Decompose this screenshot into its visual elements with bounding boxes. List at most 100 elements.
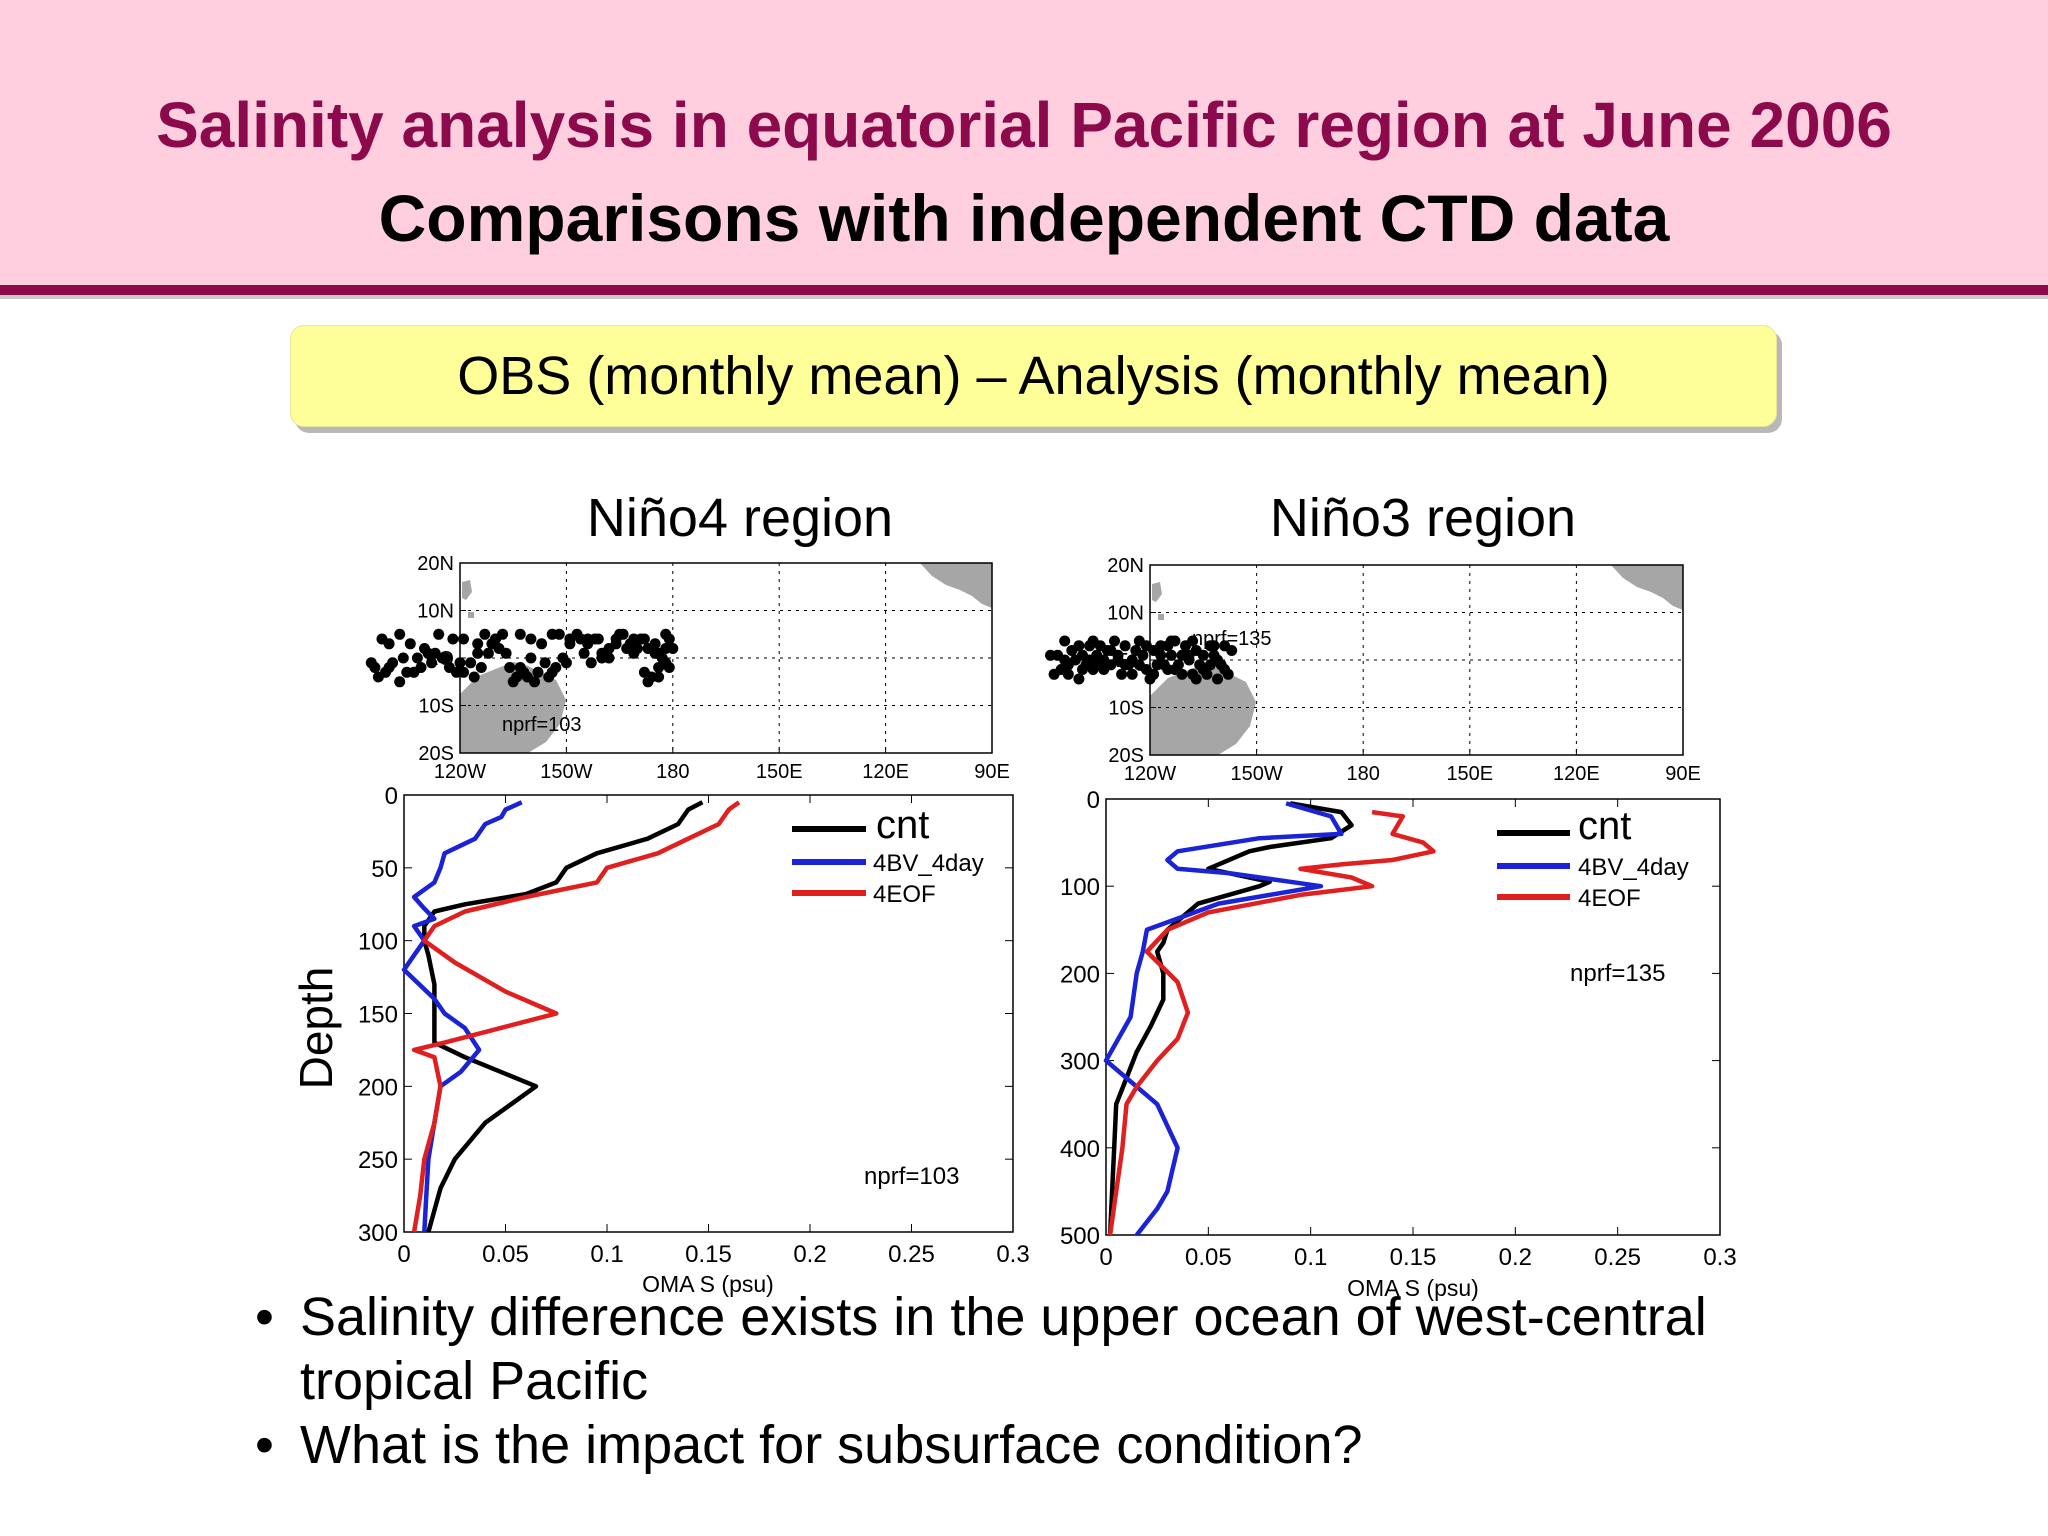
nino3-map-grid: [1150, 565, 1683, 755]
nino4-profile-frame: [403, 794, 1014, 1233]
series-line-4eof: [411, 800, 741, 1233]
profile-point: [504, 662, 516, 673]
profile-tick-label-y: 100: [1060, 874, 1100, 901]
map-tick-label-x: 150W: [1230, 763, 1282, 785]
profile-point: [667, 643, 679, 654]
header-rule-shadow: [0, 295, 2048, 299]
profile-point: [638, 633, 650, 645]
nino4-ylabel: Depth: [290, 967, 342, 1090]
profile-tick-label-x: 0.1: [590, 1241, 623, 1268]
nino4-profile-lines: [401, 800, 741, 1233]
profile-point: [1208, 640, 1220, 652]
profile-point: [638, 666, 650, 678]
profile-point: [578, 647, 590, 659]
nino4-map-grid: [460, 563, 992, 753]
series-line-4eof: [1107, 809, 1436, 1236]
profile-tick-label-y: 150: [358, 1002, 398, 1029]
nino4-profile-points: [365, 628, 679, 688]
profile-point: [1062, 668, 1074, 680]
nino3-map-ticks: 120W 150W 180 150E 120E 90E 20N 10N EQ 10S 20S: [1107, 555, 1701, 785]
profile-tick-label-y: 0: [385, 783, 398, 810]
profile-point: [479, 628, 491, 640]
profile-point: [454, 657, 466, 669]
profile-point: [660, 628, 672, 640]
profile-point: [422, 647, 434, 659]
profile-point: [1165, 649, 1177, 661]
map-tick-label-y: 20N: [1107, 555, 1144, 577]
map-tick-label-x: 150E: [1446, 763, 1493, 785]
nino3-map-nprf: nprf=135: [1192, 628, 1272, 650]
map-tick-label-x: 90E: [974, 761, 1010, 783]
profile-point: [1187, 668, 1199, 680]
profile-point: [1116, 668, 1128, 680]
map-tick-label-x: 120W: [434, 761, 486, 783]
profile-point: [383, 662, 395, 673]
map-tick-label-x: 180: [1347, 763, 1380, 785]
nino3-title-group: Niño3 region: [1270, 488, 1576, 548]
profile-point: [511, 671, 523, 683]
profile-tick-label-x: 0.2: [793, 1241, 826, 1268]
header-band: [0, 0, 2048, 285]
profile-point: [543, 671, 555, 683]
nino4-title: Niño4 region: [587, 488, 893, 548]
slide-title: Salinity analysis in equatorial Pacific …: [156, 89, 1892, 161]
profile-point: [1109, 635, 1120, 647]
profile-point: [1126, 668, 1138, 680]
profile-tick-label-y: 200: [1060, 961, 1100, 988]
profile-point: [1059, 635, 1071, 647]
profile-point: [1162, 664, 1174, 675]
profile-tick-label-y: 300: [358, 1220, 398, 1247]
profile-point: [514, 662, 526, 673]
map-tick-label-y: 10N: [417, 601, 454, 623]
profile-tick-label-y: 200: [358, 1074, 398, 1101]
map-tick-label-x: 150E: [756, 761, 803, 783]
map-tick-label-y: 10S: [418, 696, 454, 718]
header-rule: [0, 285, 2048, 295]
legend-label-4eof: 4EOF: [1578, 885, 1641, 912]
profile-point: [401, 666, 413, 678]
profile-tick-label-y: 0: [1087, 787, 1100, 814]
profile-point: [585, 657, 597, 669]
map-tick-label-x: 150W: [540, 761, 592, 783]
map-tick-label-x: 90E: [1665, 763, 1701, 785]
comparison-banner: OBS (monthly mean) – Analysis (monthly m…: [290, 325, 1777, 427]
profile-point: [411, 652, 423, 664]
profile-tick-label-x: 0.25: [1594, 1244, 1641, 1271]
profile-tick-label-x: 0.3: [996, 1241, 1029, 1268]
profile-tick-label-x: 0.1: [1294, 1244, 1327, 1271]
profile-point: [642, 676, 654, 688]
profile-point: [1105, 645, 1117, 656]
nino4-legend: cnt 4BV_4day 4EOF: [792, 803, 984, 908]
map-tick-label-y: EQ: [425, 648, 454, 670]
map-tick-label-y: 10S: [1108, 698, 1144, 720]
nino4-profile: 0 0.05 0.1 0.15 0.2 0.25 0.3 0 50 100 150 200 250 300…: [290, 783, 1030, 1297]
nino4-profile-nprf: nprf=103: [864, 1163, 959, 1190]
profile-tick-label-x: 0.2: [1499, 1244, 1532, 1271]
profile-point: [426, 657, 438, 669]
profile-tick-label-y: 400: [1060, 1136, 1100, 1163]
nino3-map: 120W 150W 180 150E 120E 90E 20N 10N EQ 10S 20S npr…: [1045, 555, 1701, 785]
profile-point: [1176, 649, 1188, 661]
profile-tick-label-x: 0.05: [482, 1241, 529, 1268]
profile-point: [1204, 659, 1216, 671]
profile-tick-label-y: 50: [371, 856, 398, 883]
profile-tick-label-x: 0: [397, 1241, 410, 1268]
profile-point: [1045, 649, 1056, 661]
nino3-profile-nprf: nprf=135: [1570, 960, 1665, 987]
profile-point: [1133, 635, 1145, 647]
profile-point: [1087, 635, 1099, 647]
profile-point: [372, 671, 384, 683]
profile-point: [443, 662, 455, 673]
profile-tick-label-y: 100: [358, 929, 398, 956]
nino3-profile-points: [1045, 635, 1238, 685]
nino3-land-america: [1611, 565, 1683, 610]
nino3-land: [1150, 565, 1683, 755]
profile-point: [433, 628, 445, 640]
profile-tick-label-y: 300: [1060, 1049, 1100, 1076]
nino3-land-islands: [1152, 582, 1164, 620]
profile-point: [404, 638, 416, 650]
nino3-land-png: [1150, 664, 1256, 755]
map-tick-label-x: 120W: [1124, 763, 1176, 785]
profile-point: [1073, 673, 1085, 685]
profile-point: [536, 638, 548, 650]
